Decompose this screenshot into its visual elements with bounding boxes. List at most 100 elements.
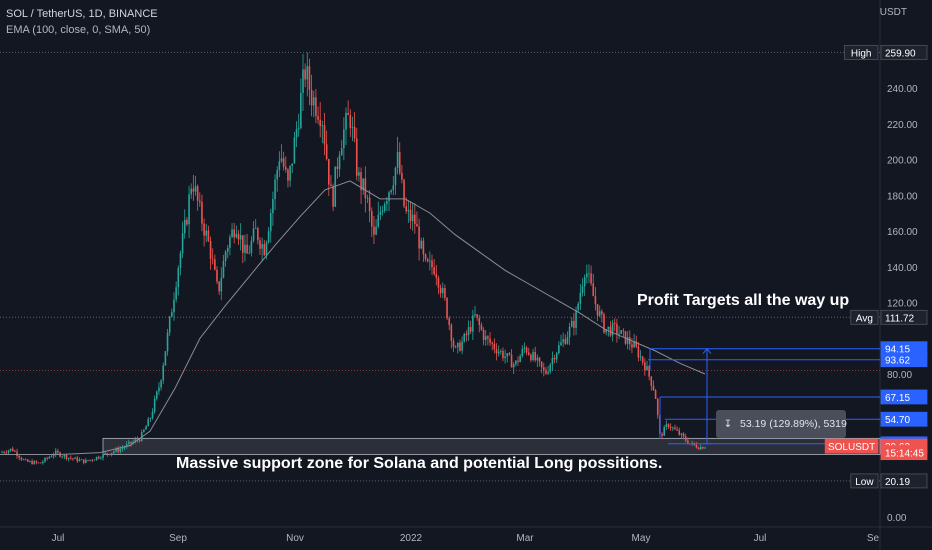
candle xyxy=(9,448,12,451)
candle xyxy=(201,202,203,224)
candle xyxy=(35,461,38,463)
candle xyxy=(624,331,627,344)
x-tick-label: Nov xyxy=(286,533,304,544)
ema-line xyxy=(0,180,706,455)
candle xyxy=(390,190,392,193)
support-zone[interactable] xyxy=(102,437,881,455)
low-price-label-name: Low xyxy=(855,477,874,488)
candle xyxy=(207,230,210,241)
candle xyxy=(616,323,618,335)
candle xyxy=(272,199,274,214)
candle xyxy=(39,462,42,464)
target-price-label[interactable] xyxy=(880,389,928,405)
candle xyxy=(265,242,268,256)
candle xyxy=(7,450,10,453)
candle xyxy=(635,341,638,347)
candle xyxy=(1,452,3,453)
candle xyxy=(113,451,115,453)
low-price-label[interactable] xyxy=(880,473,928,489)
candle xyxy=(222,261,225,278)
candle xyxy=(130,441,132,444)
candle xyxy=(439,287,442,294)
candle xyxy=(684,436,687,441)
candle xyxy=(517,360,519,363)
candle xyxy=(123,447,126,448)
candle xyxy=(267,231,270,243)
candle xyxy=(261,244,263,249)
candle xyxy=(242,235,244,253)
candle xyxy=(480,324,483,330)
avg-price-label-tag xyxy=(850,309,879,325)
candle xyxy=(239,235,242,240)
candle xyxy=(489,338,491,343)
candle xyxy=(519,355,521,363)
candle xyxy=(192,188,195,192)
candle xyxy=(173,299,175,313)
candle xyxy=(3,452,5,453)
candle xyxy=(674,427,676,430)
candle xyxy=(594,296,597,305)
candle xyxy=(450,324,453,341)
candle xyxy=(527,352,530,355)
high-price-label-name: High xyxy=(851,48,872,59)
avg-price-label[interactable] xyxy=(880,309,928,325)
candle xyxy=(24,459,27,461)
candle xyxy=(405,206,407,212)
candle xyxy=(196,186,199,201)
candle xyxy=(407,209,410,212)
target-price-label[interactable] xyxy=(880,411,928,427)
candle xyxy=(147,419,149,427)
candle xyxy=(540,361,543,368)
candle xyxy=(20,457,23,460)
candle xyxy=(562,339,564,343)
candle xyxy=(570,320,573,327)
candle xyxy=(231,229,233,238)
x-tick-label: Mar xyxy=(516,533,534,544)
candle xyxy=(401,172,403,180)
candle xyxy=(506,353,509,357)
candle xyxy=(699,446,702,450)
candle xyxy=(433,267,435,275)
candle xyxy=(70,457,72,459)
candle xyxy=(179,253,182,268)
candle xyxy=(349,115,352,128)
candle xyxy=(547,371,549,374)
candle xyxy=(581,286,584,293)
candle xyxy=(102,454,104,459)
candle xyxy=(448,318,450,325)
candle xyxy=(216,269,218,282)
candle xyxy=(667,424,670,427)
profit-targets-annotation[interactable]: Profit Targets all the way up xyxy=(637,292,850,309)
candle xyxy=(538,357,541,362)
candle xyxy=(678,430,681,435)
candle xyxy=(607,326,610,330)
candle xyxy=(108,454,111,456)
candle xyxy=(564,339,567,344)
candle xyxy=(29,461,31,462)
candle xyxy=(160,380,162,388)
candle xyxy=(646,366,648,371)
indicator-legend[interactable]: EMA (100, close, 0, SMA, 50) xyxy=(6,24,151,36)
x-tick-label: Sep xyxy=(169,533,187,544)
candle xyxy=(158,387,160,392)
candle xyxy=(454,346,457,348)
candle xyxy=(549,364,552,372)
candle xyxy=(104,453,106,455)
candle xyxy=(250,240,253,253)
candle xyxy=(510,354,513,368)
candle xyxy=(403,179,405,207)
support-zone-annotation[interactable]: Massive support zone for Solana and pote… xyxy=(176,455,663,472)
candle xyxy=(31,461,33,465)
candle xyxy=(502,350,504,359)
high-price-label[interactable] xyxy=(880,45,928,60)
candle xyxy=(97,456,100,459)
candle xyxy=(523,347,526,349)
candle xyxy=(620,330,622,334)
target-price-label[interactable] xyxy=(880,352,928,368)
countdown-label[interactable] xyxy=(880,445,928,461)
low-price-label-value: 20.19 xyxy=(885,477,910,488)
candle xyxy=(558,345,560,354)
candle xyxy=(592,283,595,297)
candle xyxy=(306,66,309,80)
